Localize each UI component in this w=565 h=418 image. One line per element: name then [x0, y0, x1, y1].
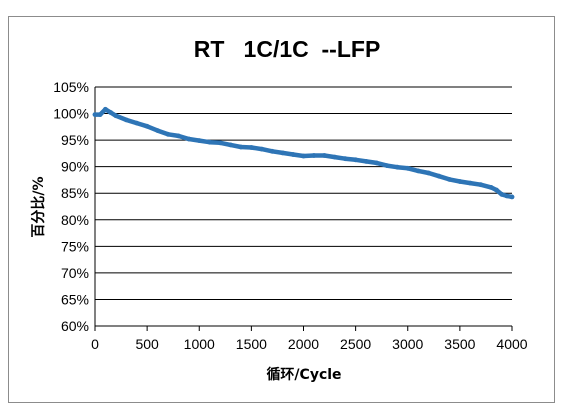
y-tick-label: 70% [61, 265, 89, 281]
x-tick-label: 4000 [496, 336, 527, 352]
data-point [332, 154, 338, 160]
y-tick-label: 90% [61, 159, 89, 175]
data-point [108, 110, 113, 115]
y-tick-label: 100% [53, 106, 89, 122]
x-tick-label: 1500 [236, 336, 267, 352]
data-point [155, 128, 161, 133]
data-point [394, 164, 400, 170]
x-axis-label: 循环/Cycle [266, 366, 341, 383]
data-point [447, 177, 452, 182]
data-point [494, 187, 499, 193]
data-point [113, 113, 119, 119]
x-tick-label: 2000 [288, 336, 319, 352]
y-tick-label: 75% [61, 238, 89, 254]
data-point [405, 165, 411, 171]
data-point [196, 138, 202, 143]
x-tick-label: 2500 [340, 336, 371, 352]
y-tick-label: 60% [61, 318, 89, 334]
data-point [186, 136, 192, 142]
data-point [488, 185, 494, 190]
gridlines [95, 86, 512, 300]
data-point [280, 150, 285, 156]
data-point [97, 112, 103, 117]
data-point [457, 179, 463, 184]
data-point [415, 168, 421, 174]
data-point [322, 153, 327, 158]
data-point [259, 146, 265, 152]
y-tick-label: 105% [53, 79, 89, 95]
axes [94, 87, 513, 331]
y-tick-labels: 60% 65% 70% 75% 80% 85% 90% 95% 100% 105% [53, 79, 89, 334]
data-point [504, 193, 510, 199]
y-tick-label: 80% [61, 212, 89, 228]
x-tick-label: 500 [135, 336, 159, 352]
y-tick-label: 95% [61, 132, 89, 148]
data-point [269, 148, 275, 154]
chart-title: RT 1C/1C --LFP [194, 36, 381, 62]
y-tick-label: 65% [61, 291, 89, 307]
x-tick-label: 3000 [392, 336, 423, 352]
data-point [342, 156, 348, 162]
data-point [353, 157, 358, 163]
chart-svg: RT 1C/1C --LFP 60% 65% 70% 75% 80% 85% 90% 95% 1… [30, 36, 528, 383]
data-point [509, 194, 515, 200]
series-line-0 [92, 107, 515, 200]
data-point [249, 145, 254, 150]
data-point [301, 153, 306, 159]
y-axis-label: 百分比/% [30, 176, 47, 237]
data-point [144, 123, 150, 129]
data-point [311, 153, 317, 158]
data-point [207, 139, 213, 145]
data-point [374, 160, 379, 166]
x-tick-label: 0 [91, 336, 99, 352]
chart-frame: RT 1C/1C --LFP 60% 65% 70% 75% 80% 85% 90% 95% 1… [8, 16, 555, 403]
data-point [499, 191, 504, 197]
data-point [467, 180, 473, 186]
data-point [478, 182, 484, 188]
x-tick-label: 3500 [444, 336, 475, 352]
data-point [92, 112, 98, 117]
x-tick-label: 1000 [184, 336, 215, 352]
data-point [134, 120, 140, 126]
y-tick-label: 85% [61, 185, 89, 201]
x-tick-labels: 0 500 1000 1500 2000 2500 3000 3500 4000 [91, 336, 528, 352]
data-point [228, 142, 233, 148]
data-point [238, 144, 244, 150]
data-point [176, 133, 181, 139]
data-point [103, 106, 108, 112]
data-point [165, 131, 171, 137]
data-point [217, 140, 223, 146]
data-point [363, 159, 369, 164]
data-point [123, 117, 129, 123]
series-layer [92, 106, 515, 200]
data-point [384, 163, 390, 169]
data-point [436, 173, 442, 179]
data-point [426, 170, 431, 176]
data-point [290, 152, 296, 157]
